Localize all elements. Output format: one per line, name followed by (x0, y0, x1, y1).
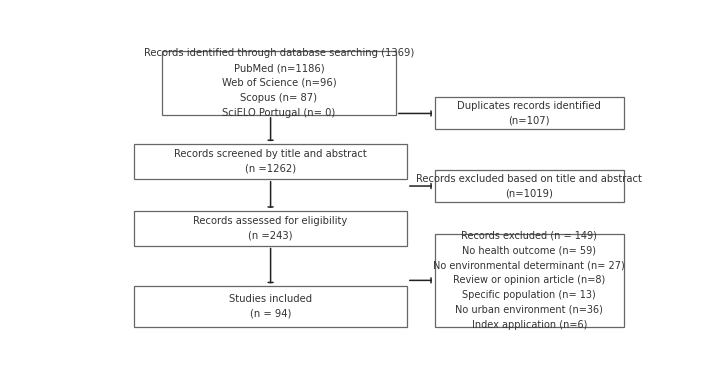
Text: Duplicates records identified
(n=107): Duplicates records identified (n=107) (457, 101, 601, 126)
FancyBboxPatch shape (435, 234, 624, 327)
FancyBboxPatch shape (134, 211, 407, 245)
Text: Records assessed for eligibility
(n =243): Records assessed for eligibility (n =243… (193, 216, 348, 241)
Text: Records identified through database searching (1369)
PubMed (n=1186)
Web of Scie: Records identified through database sear… (144, 48, 414, 118)
FancyBboxPatch shape (134, 144, 407, 179)
FancyBboxPatch shape (134, 286, 407, 327)
Text: Records screened by title and abstract
(n =1262): Records screened by title and abstract (… (174, 149, 367, 174)
FancyBboxPatch shape (162, 51, 396, 115)
Text: Records excluded based on title and abstract
(n=1019): Records excluded based on title and abst… (416, 174, 643, 198)
FancyBboxPatch shape (435, 170, 624, 202)
Text: Studies included
(n = 94): Studies included (n = 94) (229, 294, 312, 319)
FancyBboxPatch shape (435, 98, 624, 129)
Text: Records excluded (n = 149)
No health outcome (n= 59)
No environmental determinan: Records excluded (n = 149) No health out… (434, 231, 625, 330)
